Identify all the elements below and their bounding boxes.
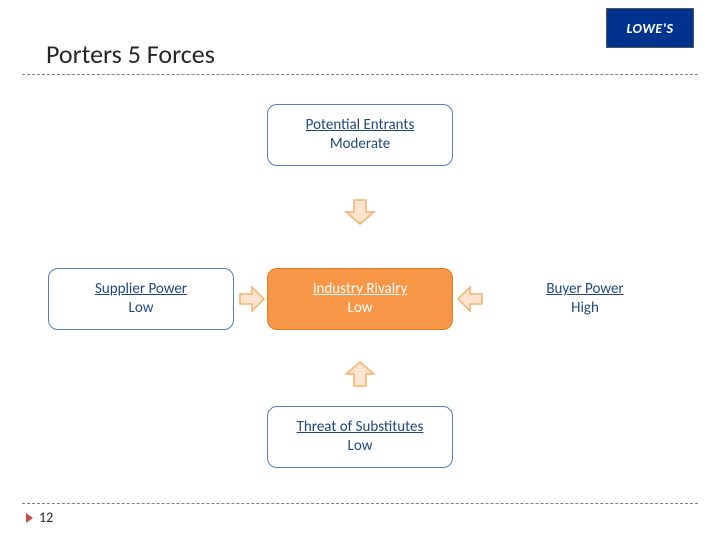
page-marker-icon: [26, 513, 33, 523]
arrow-up-icon: [344, 360, 376, 388]
arrow-right-icon: [238, 285, 266, 313]
force-rating: Low: [348, 437, 373, 456]
title-underline: [22, 74, 698, 75]
force-label: Threat of Substitutes: [297, 418, 424, 437]
logo: LOWE'S: [606, 8, 694, 48]
force-potential-entrants: Potential Entrants Moderate: [267, 104, 453, 166]
force-label: Industry Rivalry: [313, 280, 408, 299]
arrow-left-icon: [456, 285, 484, 313]
force-rating: High: [571, 299, 599, 318]
force-label: Supplier Power: [95, 280, 187, 299]
force-label: Buyer Power: [546, 280, 623, 299]
force-buyer-power: Buyer Power High: [492, 268, 678, 330]
force-threat-substitutes: Threat of Substitutes Low: [267, 406, 453, 468]
force-rating: Low: [348, 299, 373, 318]
arrow-down-icon: [344, 198, 376, 226]
force-label: Potential Entrants: [306, 116, 415, 135]
logo-text: LOWE'S: [626, 20, 673, 37]
force-rating: Moderate: [330, 135, 390, 154]
force-rating: Low: [129, 299, 154, 318]
footer-divider: [22, 503, 698, 504]
page-title: Porters 5 Forces: [46, 38, 215, 70]
force-supplier-power: Supplier Power Low: [48, 268, 234, 330]
force-industry-rivalry: Industry Rivalry Low: [267, 268, 453, 330]
page-number: 12: [39, 509, 53, 526]
page-marker: 12: [26, 509, 53, 526]
